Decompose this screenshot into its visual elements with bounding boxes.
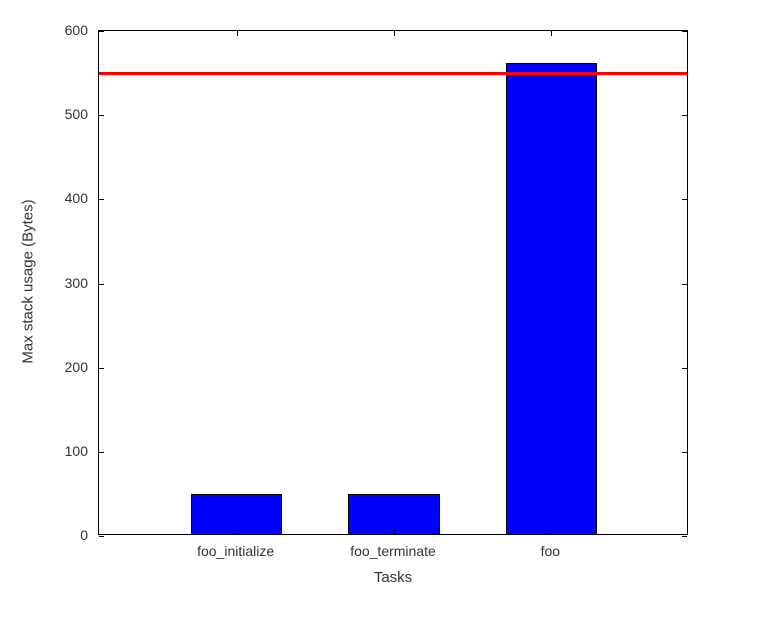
y-tick-label: 400 bbox=[65, 190, 88, 206]
x-tick-mark-top bbox=[237, 31, 238, 36]
y-tick-label: 200 bbox=[65, 359, 88, 375]
y-tick-mark-right bbox=[682, 115, 687, 116]
x-tick-mark bbox=[394, 529, 395, 534]
y-tick-mark bbox=[99, 199, 104, 200]
y-tick-mark-right bbox=[682, 31, 687, 32]
x-axis-label: Tasks bbox=[293, 569, 493, 586]
x-tick-label: foo_terminate bbox=[313, 543, 473, 559]
y-tick-label: 100 bbox=[65, 443, 88, 459]
y-tick-mark-right bbox=[682, 368, 687, 369]
y-tick-mark-right bbox=[682, 452, 687, 453]
y-tick-mark bbox=[99, 452, 104, 453]
threshold-line bbox=[99, 72, 687, 75]
plot-area bbox=[98, 30, 688, 535]
y-axis-label: Max stack usage (Bytes) bbox=[20, 181, 37, 381]
x-tick-mark-top bbox=[551, 31, 552, 36]
y-tick-mark bbox=[99, 284, 104, 285]
y-tick-mark-right bbox=[682, 536, 687, 537]
x-tick-label: foo_initialize bbox=[156, 543, 316, 559]
y-tick-mark-right bbox=[682, 284, 687, 285]
x-tick-mark-top bbox=[394, 31, 395, 36]
y-tick-mark bbox=[99, 536, 104, 537]
x-tick-mark bbox=[551, 529, 552, 534]
y-tick-label: 600 bbox=[65, 22, 88, 38]
x-tick-mark bbox=[237, 529, 238, 534]
y-tick-mark bbox=[99, 31, 104, 32]
y-tick-label: 0 bbox=[80, 527, 88, 543]
bar-foo bbox=[506, 63, 597, 534]
y-tick-mark bbox=[99, 115, 104, 116]
y-tick-mark bbox=[99, 368, 104, 369]
stack-usage-chart: Max stack usage (Bytes) Tasks 0 100 200 300… bbox=[0, 0, 773, 633]
y-tick-label: 500 bbox=[65, 106, 88, 122]
x-tick-label: foo bbox=[470, 543, 630, 559]
y-tick-label: 300 bbox=[65, 275, 88, 291]
y-tick-mark-right bbox=[682, 199, 687, 200]
